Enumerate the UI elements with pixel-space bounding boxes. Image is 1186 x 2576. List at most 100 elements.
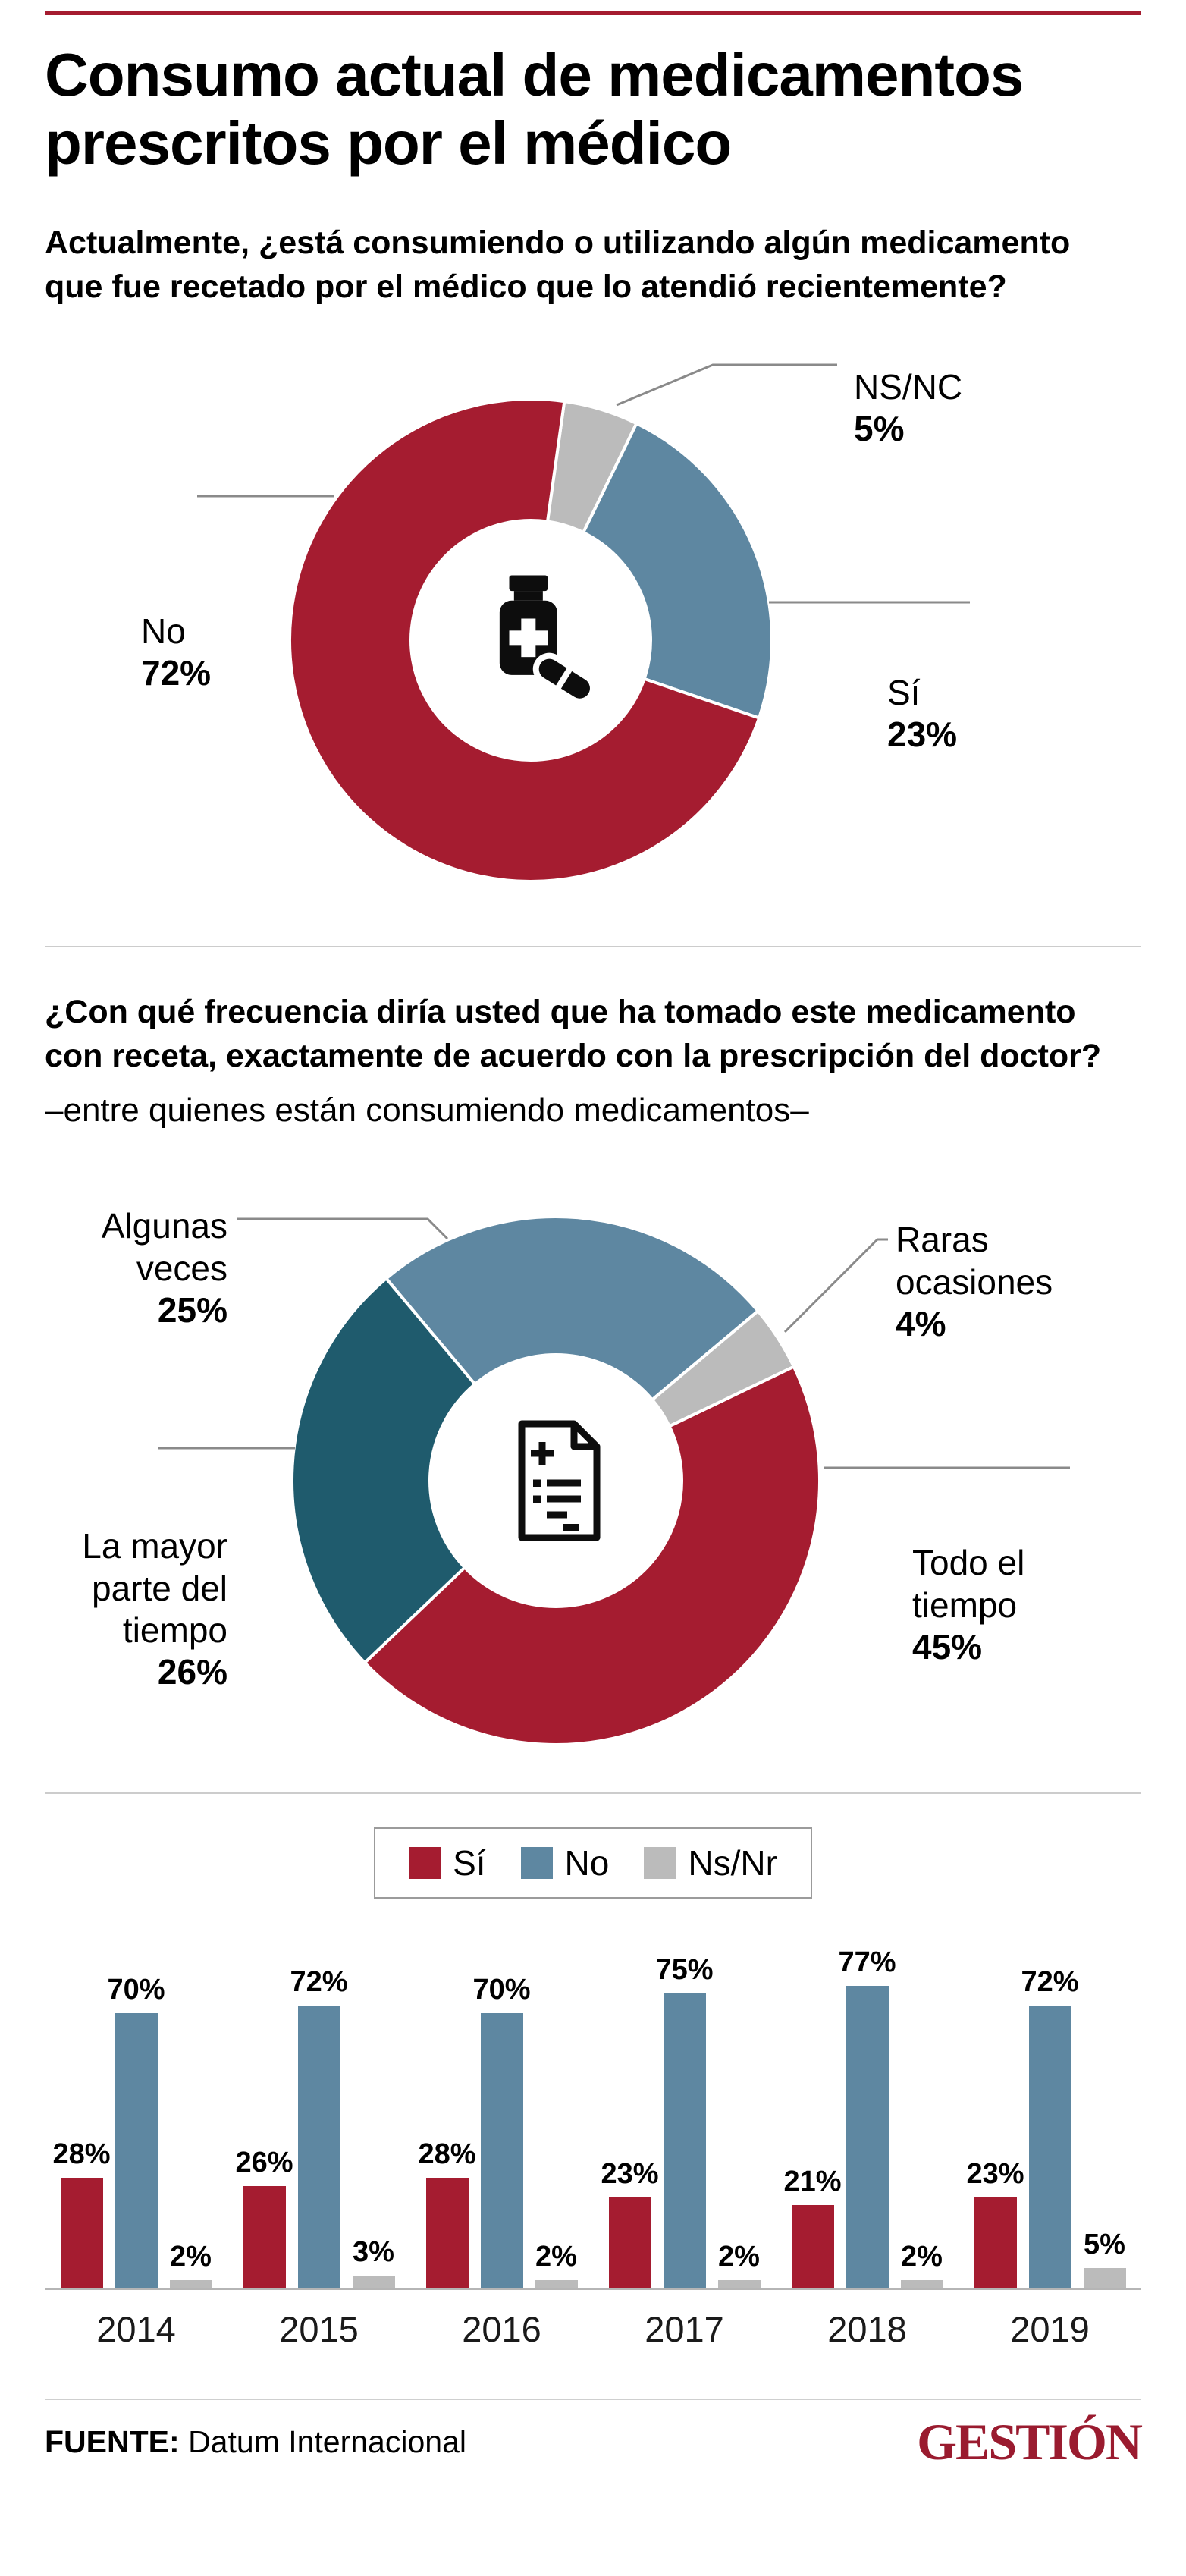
- question-2: ¿Con qué frecuencia diría usted que ha t…: [45, 994, 1102, 1075]
- bar-Ns/Nr-2019: [1083, 2268, 1126, 2289]
- question-2-note: –entre quienes están consumiendo medicam…: [45, 1092, 809, 1129]
- top-accent-line: [45, 11, 1141, 15]
- bar-wrap-Sí-2018: 21%: [783, 2166, 842, 2289]
- donut-chart-frequency: Algunas veces 25% Raras ocasiones 4% La …: [45, 1198, 1141, 1782]
- slice-value: 45%: [912, 1626, 983, 1667]
- bar-group-2019: 23% 72% 5%: [959, 1939, 1141, 2289]
- section-divider: [45, 1792, 1141, 1795]
- bar-wrap-No-2019: 72%: [1021, 1966, 1079, 2289]
- bar-No-2015: [297, 2006, 340, 2289]
- section-divider: [45, 946, 1141, 948]
- bar-wrap-Sí-2014: 28%: [52, 2138, 111, 2289]
- slice-value: 72%: [141, 653, 212, 693]
- donut-slice-No: [288, 397, 761, 884]
- legend-label-nsnr: Ns/Nr: [688, 1843, 777, 1883]
- bar-wrap-No-2014: 70%: [107, 1974, 165, 2289]
- legend-item-nsnr: Ns/Nr: [644, 1842, 777, 1883]
- bar-Ns/Nr-2017: [717, 2280, 761, 2289]
- bar-value-label: 2%: [718, 2241, 760, 2273]
- bar-Sí-2017: [608, 2197, 651, 2289]
- legend-swatch-no: [520, 1847, 553, 1880]
- slice-label: Algunas veces: [101, 1206, 227, 1288]
- bar-value-label: 2%: [535, 2241, 577, 2273]
- bar-No-2016: [480, 2013, 523, 2289]
- bar-No-2018: [846, 1986, 889, 2289]
- bar-value-label: 3%: [353, 2236, 394, 2269]
- bar-wrap-Sí-2019: 23%: [966, 2158, 1024, 2289]
- bar-value-label: 75%: [655, 1954, 714, 1987]
- donut-slice-Sí: [581, 421, 773, 721]
- x-axis-label-2014: 2014: [96, 2309, 176, 2350]
- bar-wrap-No-2018: 77%: [838, 1946, 896, 2289]
- bar-wrap-Ns/Nr-2017: 2%: [717, 2241, 761, 2289]
- bar-wrap-Sí-2016: 28%: [418, 2138, 476, 2289]
- slice-value: 5%: [854, 409, 905, 449]
- bar-value-label: 5%: [1084, 2229, 1125, 2261]
- bar-Ns/Nr-2015: [352, 2276, 395, 2289]
- question-1: Actualmente, ¿está consumiendo o utiliza…: [45, 225, 1071, 306]
- bar-Ns/Nr-2018: [900, 2280, 943, 2289]
- legend-item-si: Sí: [409, 1842, 486, 1883]
- bar-value-label: 72%: [1021, 1966, 1079, 1999]
- donut1-label-no: No 72%: [141, 611, 338, 694]
- bar-group-2014: 28% 70% 2%: [45, 1939, 227, 2289]
- x-axis-line: [45, 2288, 1141, 2291]
- donut-slice-Todo el tiempo: [362, 1365, 821, 1747]
- medicine-bottle-pill-icon: [499, 575, 596, 705]
- bar-value-label: 77%: [838, 1946, 896, 1979]
- donut1-label-nsnc: NS/NC 5%: [854, 366, 1066, 450]
- slice-value: 26%: [157, 1651, 227, 1692]
- donut-chart-current-use: No 72% Sí 23% NS/NC 5%: [45, 335, 1141, 911]
- bar-legend: Sí No Ns/Nr: [374, 1827, 812, 1899]
- donut-slice-Algunas veces: [384, 1215, 761, 1403]
- bar-plot-area: 28% 70% 2% 26% 72% 3% 28% 70% 2% 23% 75% 2% 21% 77% 2%…: [45, 1939, 1141, 2289]
- bar-Sí-2014: [60, 2178, 103, 2289]
- bar-group-2017: 23% 75% 2%: [593, 1939, 776, 2289]
- page-title: Consumo actual de medicamentos prescrito…: [45, 41, 1024, 177]
- gestion-logo: GESTIÓN: [917, 2413, 1143, 2471]
- bar-wrap-Ns/Nr-2019: 5%: [1083, 2229, 1126, 2289]
- slice-label: Raras ocasiones: [896, 1220, 1053, 1302]
- bar-value-label: 72%: [290, 1966, 348, 1999]
- bar-value-label: 28%: [418, 2138, 476, 2171]
- bar-wrap-Sí-2015: 26%: [235, 2147, 293, 2289]
- bar-value-label: 28%: [52, 2138, 111, 2171]
- bar-wrap-Ns/Nr-2018: 2%: [900, 2241, 943, 2289]
- bar-wrap-No-2015: 72%: [290, 1966, 348, 2289]
- source-name: Datum Internacional: [188, 2424, 466, 2460]
- bar-wrap-Ns/Nr-2016: 2%: [535, 2241, 578, 2289]
- donut1-label-si: Sí 23%: [887, 672, 1054, 756]
- bar-Sí-2015: [243, 2186, 286, 2289]
- slice-value: 25%: [157, 1290, 227, 1330]
- x-axis-label-2019: 2019: [1010, 2309, 1090, 2350]
- bar-wrap-Ns/Nr-2014: 2%: [169, 2241, 212, 2289]
- donut-slice-La mayor parte del tiempo: [290, 1276, 478, 1666]
- bar-Ns/Nr-2014: [169, 2280, 212, 2289]
- bar-wrap-Ns/Nr-2015: 3%: [352, 2236, 395, 2289]
- bar-wrap-No-2016: 70%: [472, 1974, 531, 2289]
- slice-value: 23%: [887, 715, 958, 755]
- slice-label: NS/NC: [854, 367, 963, 407]
- bar-Sí-2016: [425, 2178, 469, 2289]
- slice-label: Sí: [887, 673, 921, 713]
- x-axis-label-2015: 2015: [279, 2309, 359, 2350]
- bar-group-2016: 28% 70% 2%: [410, 1939, 593, 2289]
- slice-label: La mayor parte del tiempo: [82, 1526, 227, 1650]
- bar-value-label: 21%: [783, 2166, 842, 2198]
- x-axis-label-2018: 2018: [827, 2309, 907, 2350]
- legend-swatch-nsnr: [644, 1847, 676, 1880]
- bar-value-label: 70%: [472, 1974, 531, 2006]
- legend-item-no: No: [520, 1842, 610, 1883]
- bar-value-label: 70%: [107, 1974, 165, 2006]
- x-axis-label-2017: 2017: [645, 2309, 724, 2350]
- bar-value-label: 2%: [170, 2241, 212, 2273]
- bar-No-2014: [115, 2013, 158, 2289]
- legend-label-no: No: [564, 1843, 610, 1883]
- bar-wrap-Sí-2017: 23%: [601, 2158, 659, 2289]
- bar-group-2015: 26% 72% 3%: [227, 1939, 410, 2289]
- bar-Sí-2019: [974, 2197, 1017, 2289]
- bar-Ns/Nr-2016: [535, 2280, 578, 2289]
- donut2-label-algunas-veces: Algunas veces 25%: [76, 1205, 227, 1331]
- bar-value-label: 23%: [966, 2158, 1024, 2191]
- bar-value-label: 23%: [601, 2158, 659, 2191]
